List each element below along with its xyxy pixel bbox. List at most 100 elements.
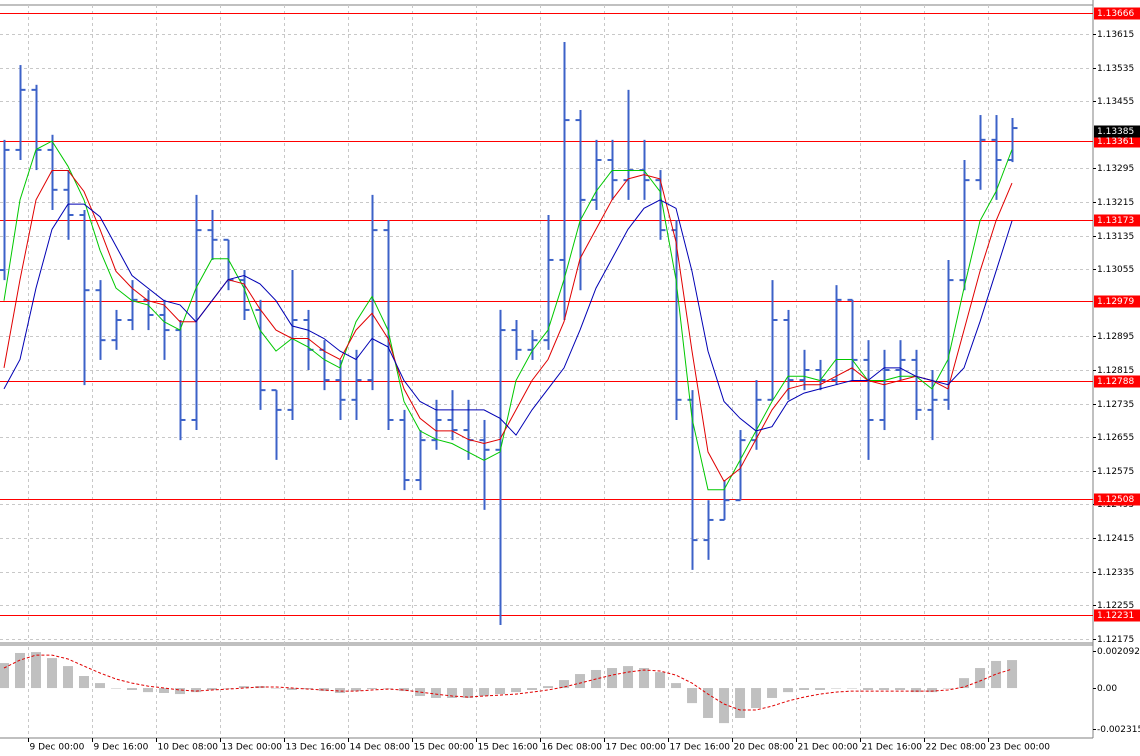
- histogram-bar: [815, 688, 826, 690]
- histogram-bar: [895, 688, 906, 690]
- level-label-box: [1094, 214, 1140, 227]
- y-tick-label: 1.12255: [1097, 601, 1134, 611]
- histogram-bar: [191, 688, 202, 693]
- histogram-bar: [463, 688, 474, 698]
- x-tick-label: 22 Dec 08:00: [926, 743, 987, 753]
- histogram-bar: [207, 688, 218, 690]
- histogram-bar: [879, 688, 890, 690]
- histogram-bar: [95, 683, 106, 689]
- y-tick-label: 1.13135: [1097, 232, 1134, 242]
- histogram-bar: [943, 688, 954, 689]
- histogram-bar: [415, 688, 426, 697]
- histogram-bar: [351, 688, 362, 692]
- x-tick-label: 9 Dec 16:00: [94, 743, 149, 753]
- histogram-bar: [271, 688, 282, 689]
- x-tick-label: 21 Dec 00:00: [798, 743, 859, 753]
- x-tick-label: 13 Dec 16:00: [286, 743, 347, 753]
- histogram-bar: [127, 688, 138, 690]
- histogram-bar: [111, 688, 122, 689]
- histogram-bar: [559, 680, 570, 689]
- level-label: 1.12788: [1097, 377, 1134, 387]
- histogram-bar: [399, 688, 410, 692]
- histogram-bar: [239, 686, 250, 689]
- x-tick-label: 9 Dec 00:00: [30, 743, 85, 753]
- y-tick-label: 1.12335: [1097, 568, 1134, 578]
- histogram-bar: [383, 688, 394, 689]
- histogram-bar: [479, 688, 490, 697]
- last-price-box: [1094, 125, 1140, 138]
- signal-line: [3, 654, 1013, 711]
- histogram-bar: [575, 674, 586, 689]
- histogram-bar: [799, 688, 810, 690]
- histogram-bar: [831, 688, 842, 689]
- level-label-box: [1094, 295, 1140, 308]
- y-tick-label: 0.00: [1097, 684, 1117, 694]
- histogram-bar: [975, 668, 986, 689]
- level-label: 1.12979: [1097, 297, 1134, 307]
- moving-average: [3, 170, 1013, 483]
- histogram-bar: [79, 676, 90, 689]
- x-tick-label: 15 Dec 16:00: [478, 743, 539, 753]
- level-label: 1.13666: [1097, 9, 1134, 19]
- histogram-bar: [927, 688, 938, 693]
- histogram-bar: [991, 660, 1002, 689]
- histogram-bar: [31, 652, 42, 689]
- histogram-bar: [735, 688, 746, 718]
- histogram-bar: [767, 688, 778, 698]
- histogram-bar: [959, 678, 970, 689]
- histogram-bar: [511, 688, 522, 693]
- x-tick-label: 15 Dec 00:00: [414, 743, 475, 753]
- y-tick-label: 1.13615: [1097, 30, 1134, 40]
- histogram-bar: [639, 668, 650, 689]
- histogram-bar: [63, 666, 74, 689]
- level-label-box: [1094, 493, 1140, 506]
- x-tick-label: 10 Dec 08:00: [158, 743, 219, 753]
- histogram-bar: [47, 658, 58, 689]
- x-tick-label: 14 Dec 08:00: [350, 743, 411, 753]
- histogram-bar: [143, 688, 154, 693]
- level-label-box: [1094, 135, 1140, 148]
- histogram-bar: [335, 688, 346, 694]
- moving-average: [3, 199, 1013, 436]
- level-label: 1.13361: [1097, 137, 1134, 147]
- y-tick-label: 1.12415: [1097, 534, 1134, 544]
- x-tick-label: 16 Dec 08:00: [542, 743, 603, 753]
- y-tick-label: 0.002092: [1097, 647, 1140, 657]
- y-tick-label: 1.12175: [1097, 635, 1134, 645]
- level-label: 1.12231: [1097, 611, 1134, 621]
- histogram-bar: [431, 688, 442, 698]
- y-tick-label: 1.13055: [1097, 265, 1134, 275]
- histogram-bar: [623, 666, 634, 689]
- y-tick-label: 1.13215: [1097, 198, 1134, 208]
- histogram-bar: [447, 688, 458, 698]
- y-tick-label: 1.12895: [1097, 332, 1134, 342]
- x-tick-label: 23 Dec 00:00: [990, 743, 1051, 753]
- histogram-bar: [751, 688, 762, 709]
- histogram-bar: [783, 688, 794, 693]
- level-label-box: [1094, 7, 1140, 20]
- x-tick-label: 13 Dec 00:00: [222, 743, 283, 753]
- y-tick-label: 1.13295: [1097, 164, 1134, 174]
- histogram-bar: [303, 688, 314, 690]
- level-label-box: [1094, 375, 1140, 388]
- histogram-bar: [719, 688, 730, 724]
- histogram-bar: [607, 668, 618, 689]
- y-tick-label: 1.13455: [1097, 97, 1134, 107]
- histogram-bar: [863, 688, 874, 690]
- histogram-bar: [175, 688, 186, 695]
- level-label-box: [1094, 609, 1140, 622]
- histogram-bar: [911, 688, 922, 693]
- y-tick-label: 1.12735: [1097, 400, 1134, 410]
- histogram-bar: [287, 688, 298, 690]
- histogram-bar: [847, 688, 858, 689]
- last-price-label: 1.13385: [1097, 127, 1134, 137]
- histogram-bar: [543, 686, 554, 689]
- histogram-bar: [159, 688, 170, 694]
- histogram-bar: [687, 688, 698, 704]
- x-tick-label: 17 Dec 16:00: [670, 743, 731, 753]
- histogram-bar: [655, 672, 666, 689]
- x-tick-label: 21 Dec 16:00: [862, 743, 923, 753]
- level-label: 1.13173: [1097, 216, 1134, 226]
